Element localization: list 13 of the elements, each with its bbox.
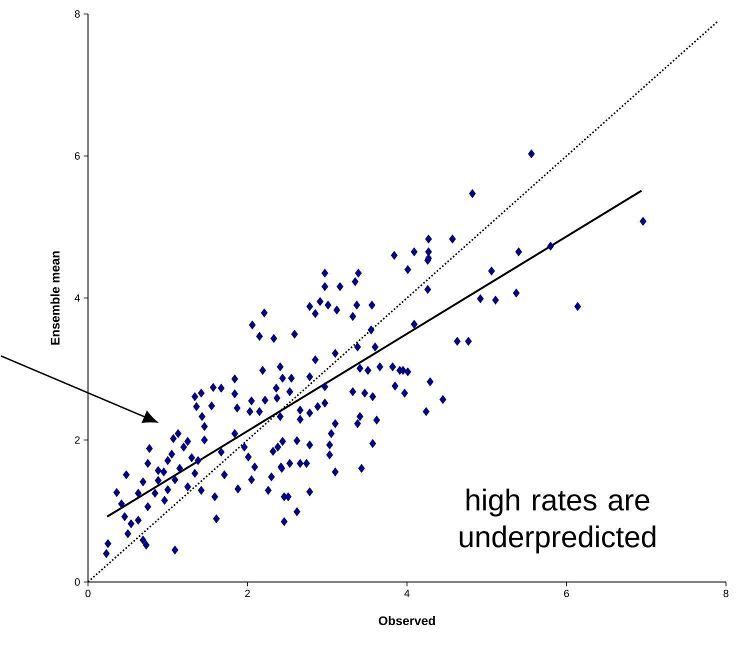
- x-tick-label: 4: [404, 590, 410, 597]
- y-tick-label: 8: [74, 10, 80, 18]
- x-tick-label: 0: [86, 590, 91, 598]
- y-axis-title: Ensemble mean: [50, 251, 60, 345]
- y-tick-label: 6: [74, 152, 80, 160]
- x-tick-label: 6: [564, 590, 569, 598]
- y-tick-label: 4: [74, 294, 80, 302]
- x-axis-title: Observed: [378, 616, 435, 626]
- x-tick-label: 8: [724, 590, 728, 598]
- y-tick-label: 2: [74, 436, 80, 444]
- annotation: high rates are underpredicted: [460, 488, 656, 554]
- y-tick-label: 0: [74, 578, 80, 586]
- x-tick-label: 2: [245, 590, 250, 598]
